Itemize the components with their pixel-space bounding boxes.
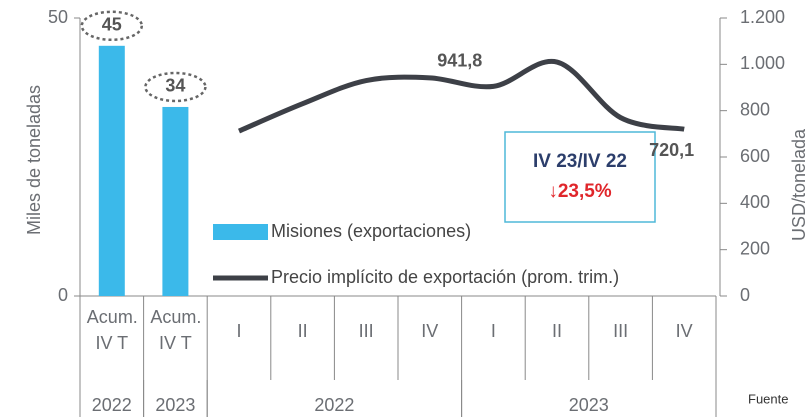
y2-tick-label: 600 xyxy=(740,146,770,166)
year-label: 2022 xyxy=(92,395,132,415)
label-ring xyxy=(80,10,144,42)
legend-label: Precio implícito de exportación (prom. t… xyxy=(271,267,619,287)
x-tick-label: I xyxy=(236,321,242,341)
x-tick-label: IV xyxy=(421,321,439,341)
y2-tick-label: 1.200 xyxy=(740,7,785,27)
label-ring xyxy=(144,71,207,103)
x-tick-label: Acum. IV T xyxy=(86,307,138,353)
bar xyxy=(98,45,125,296)
y-axis-title: Miles de toneladas xyxy=(24,85,44,235)
value-label: 720,1 xyxy=(649,140,694,160)
value-label: 941,8 xyxy=(437,51,482,71)
y2-tick-label: 400 xyxy=(740,192,770,212)
x-tick-label: III xyxy=(613,321,629,341)
annotation-box xyxy=(504,131,656,223)
value-label: 34 xyxy=(165,76,185,96)
y2-tick-label: 200 xyxy=(740,238,770,258)
bar xyxy=(162,106,189,297)
legend-label: Misiones (exportaciones) xyxy=(271,221,471,241)
y2-tick-label: 0 xyxy=(740,285,750,305)
y2-tick-label: 1.000 xyxy=(740,53,785,73)
annotation-text: ↓23,5% xyxy=(548,181,611,202)
y-tick-label: 50 xyxy=(48,7,68,27)
legend-swatch xyxy=(213,224,268,240)
y-tick-label: 0 xyxy=(58,285,68,305)
x-tick-label: II xyxy=(551,321,562,341)
x-tick-label: II xyxy=(297,321,308,341)
year-label: 2022 xyxy=(314,395,354,415)
year-label: 2023 xyxy=(569,395,609,415)
y2-tick-label: 800 xyxy=(740,99,770,119)
x-tick-label: I xyxy=(490,321,496,341)
line xyxy=(238,58,685,134)
y2-axis-title: USD/tonelada xyxy=(789,128,808,241)
annotation-title: IV 23/IV 22 xyxy=(533,151,627,172)
source: Fuente xyxy=(748,391,788,406)
year-label: 2023 xyxy=(155,395,195,415)
value-label: 45 xyxy=(102,15,122,35)
x-tick-label: IV xyxy=(675,321,693,341)
x-tick-label: Acum. IV T xyxy=(150,307,202,353)
x-tick-label: III xyxy=(358,321,374,341)
